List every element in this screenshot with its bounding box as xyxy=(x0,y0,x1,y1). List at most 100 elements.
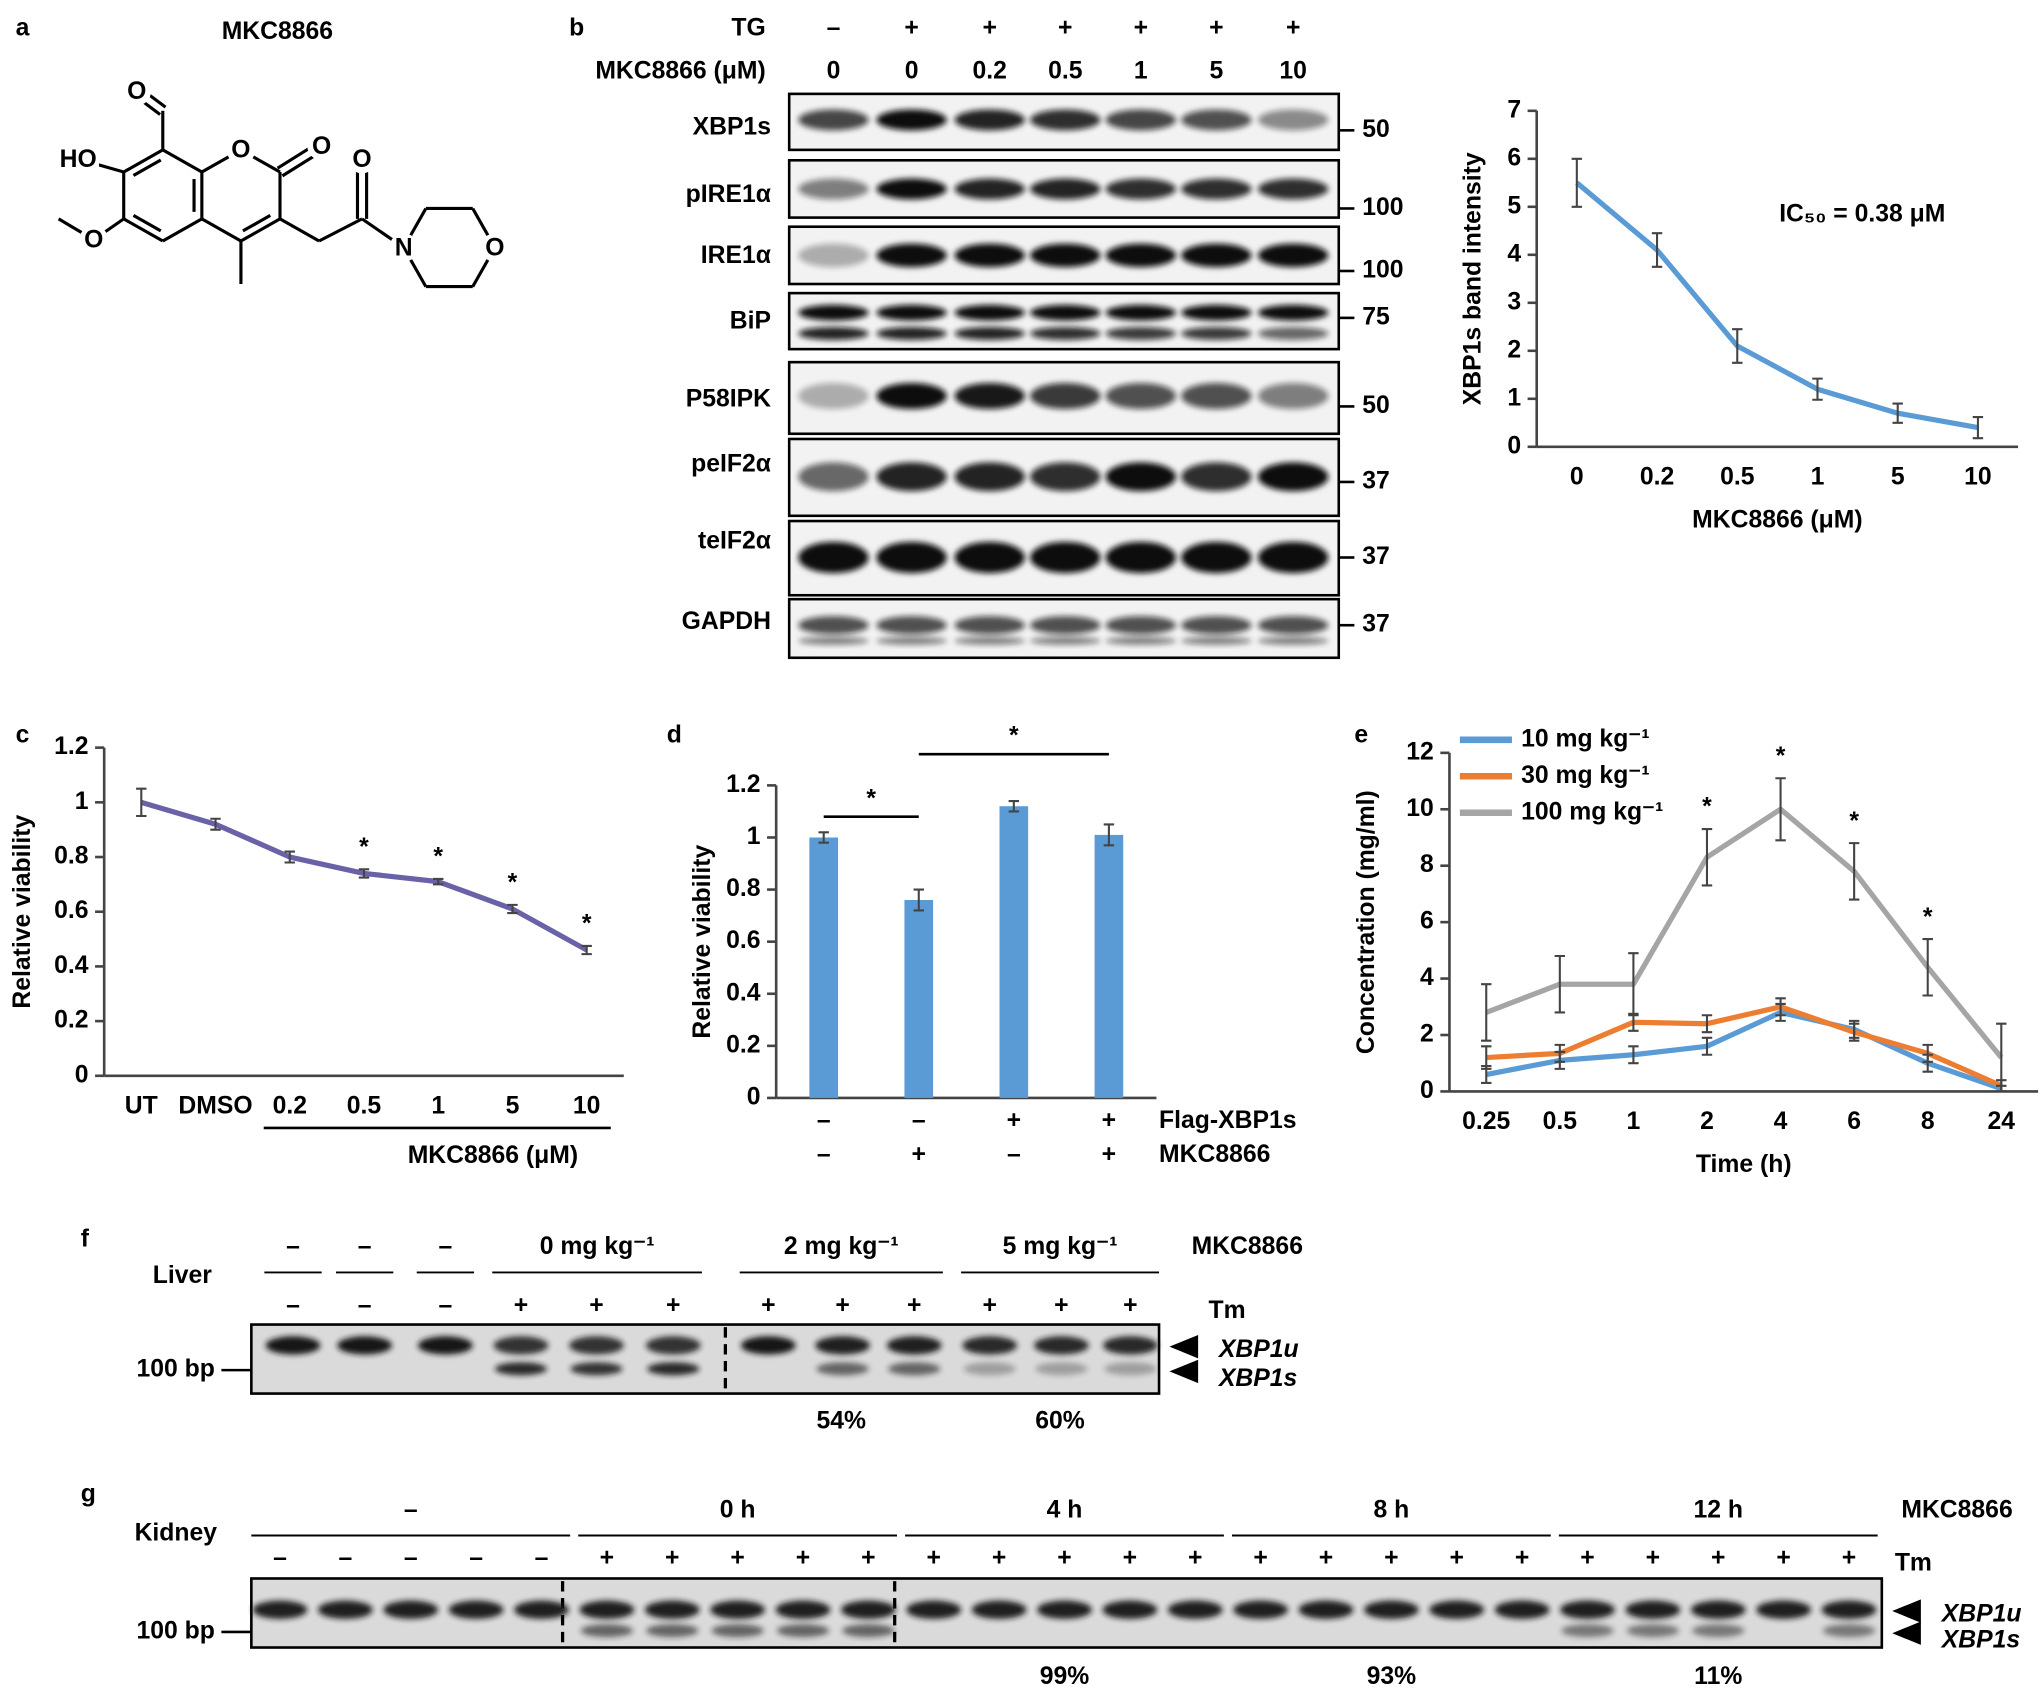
header-label: MKC8866 (μM) xyxy=(595,57,765,84)
error-bar xyxy=(1848,1022,1860,1042)
blot-row-label: pIRE1α xyxy=(686,181,771,208)
blot-band xyxy=(1258,382,1329,410)
blot-band xyxy=(954,178,1025,200)
panel-label: e xyxy=(1354,721,1368,748)
blot-band xyxy=(798,541,869,574)
blot-band xyxy=(1030,243,1101,268)
tm-cell: + xyxy=(1580,1544,1594,1571)
gel-band xyxy=(962,1336,1018,1355)
blot-band xyxy=(1105,462,1176,492)
gel-band xyxy=(645,1336,701,1355)
blot-band xyxy=(1181,616,1252,635)
x-tick-label: 5 xyxy=(1891,464,1905,491)
panel-label: g xyxy=(81,1481,96,1508)
error-bar xyxy=(1892,402,1903,424)
tm-cell: + xyxy=(514,1292,528,1319)
blot-band xyxy=(1030,382,1101,410)
y-tick-label: 1 xyxy=(747,823,761,850)
marker-label: 37 xyxy=(1362,543,1390,570)
tm-cell: + xyxy=(666,1292,680,1319)
blot-band xyxy=(1181,382,1252,410)
blot-band xyxy=(1030,304,1101,321)
blot-band xyxy=(1105,109,1176,131)
gel-band xyxy=(816,1362,869,1376)
header-cell: + xyxy=(1058,14,1072,41)
tm-cell: + xyxy=(1711,1544,1725,1571)
band-label: XBP1u xyxy=(1940,1600,2022,1627)
table-label: Flag-XBP1s xyxy=(1159,1107,1296,1134)
header-cell: + xyxy=(983,14,997,41)
group-label: 12 h xyxy=(1693,1496,1743,1523)
error-bar xyxy=(1922,938,1933,997)
table-cell: – xyxy=(817,1141,831,1168)
error-bar xyxy=(1848,842,1860,901)
gel-band xyxy=(514,1600,569,1619)
error-bar xyxy=(1972,415,1984,440)
header-cell: 0 xyxy=(827,57,841,84)
blot-band xyxy=(876,109,947,131)
bond xyxy=(201,217,242,243)
error-bar xyxy=(1732,328,1743,364)
x-tick-label: 0.25 xyxy=(1462,1108,1510,1135)
x-tick-label: 0.2 xyxy=(1640,464,1674,491)
atom-background xyxy=(122,76,152,106)
x-tick-label: 1 xyxy=(1627,1108,1641,1135)
error-bar xyxy=(581,944,592,956)
blot-band xyxy=(798,178,869,200)
tm-cell: + xyxy=(730,1544,744,1571)
tm-cell: + xyxy=(992,1544,1006,1571)
gel-band xyxy=(448,1600,504,1619)
blot-band xyxy=(1030,541,1101,574)
y-tick-label: 1.2 xyxy=(726,771,760,798)
blot-band xyxy=(798,326,869,341)
error-bar xyxy=(1812,377,1823,401)
atom-background xyxy=(54,143,99,175)
band-arrow xyxy=(1892,1621,1921,1645)
blot-row-label: peIF2α xyxy=(691,451,771,478)
significance-star: * xyxy=(1009,723,1019,750)
blot-band xyxy=(954,636,1025,645)
significance-star: * xyxy=(1923,904,1933,931)
gel-band xyxy=(711,1624,764,1638)
y-tick-label: 2 xyxy=(1507,336,1521,363)
blot-band xyxy=(1181,178,1252,200)
error-bar xyxy=(1628,952,1639,1017)
atom-label: HO xyxy=(60,146,97,173)
group-label: MKC8866 (μM) xyxy=(408,1142,578,1169)
gel-band xyxy=(1494,1600,1550,1619)
band-arrow xyxy=(1169,1334,1199,1359)
gel-band xyxy=(775,1600,831,1619)
header-cell: + xyxy=(1134,14,1148,41)
y-axis-label: Relative viability xyxy=(689,845,716,1039)
x-tick-label: 0.2 xyxy=(273,1093,307,1120)
y-axis-label: Relative viability xyxy=(9,815,36,1009)
line xyxy=(1575,180,1979,431)
significance-star: * xyxy=(508,870,518,897)
blot-band xyxy=(1030,616,1101,635)
error-bar xyxy=(1008,799,1020,813)
table-cell: + xyxy=(1007,1107,1021,1134)
marker-label: 37 xyxy=(1362,611,1390,638)
gel-band xyxy=(1625,1600,1681,1619)
band-label: XBP1s xyxy=(1217,1365,1297,1392)
gel-band xyxy=(1690,1600,1746,1619)
error-bar xyxy=(507,903,518,915)
gel-band xyxy=(1822,1624,1876,1638)
x-tick-label: 1 xyxy=(431,1093,445,1120)
error-bar xyxy=(433,877,444,886)
gel-band xyxy=(644,1600,700,1619)
atom-background xyxy=(226,135,256,165)
header-cell: + xyxy=(1209,14,1223,41)
blot-band xyxy=(1181,109,1252,131)
blot-row-label: IRE1α xyxy=(701,242,771,269)
gel-band xyxy=(1233,1600,1288,1619)
tm-cell: + xyxy=(1057,1544,1071,1571)
gel-band xyxy=(1821,1600,1877,1619)
group-label: 0 mg kg⁻¹ xyxy=(540,1233,655,1260)
gel xyxy=(250,1323,1161,1395)
blot-band xyxy=(1181,541,1252,574)
tm-cell: + xyxy=(983,1292,997,1319)
significance-star: * xyxy=(433,844,443,871)
blot-band xyxy=(876,616,947,635)
bar xyxy=(1094,834,1124,1098)
